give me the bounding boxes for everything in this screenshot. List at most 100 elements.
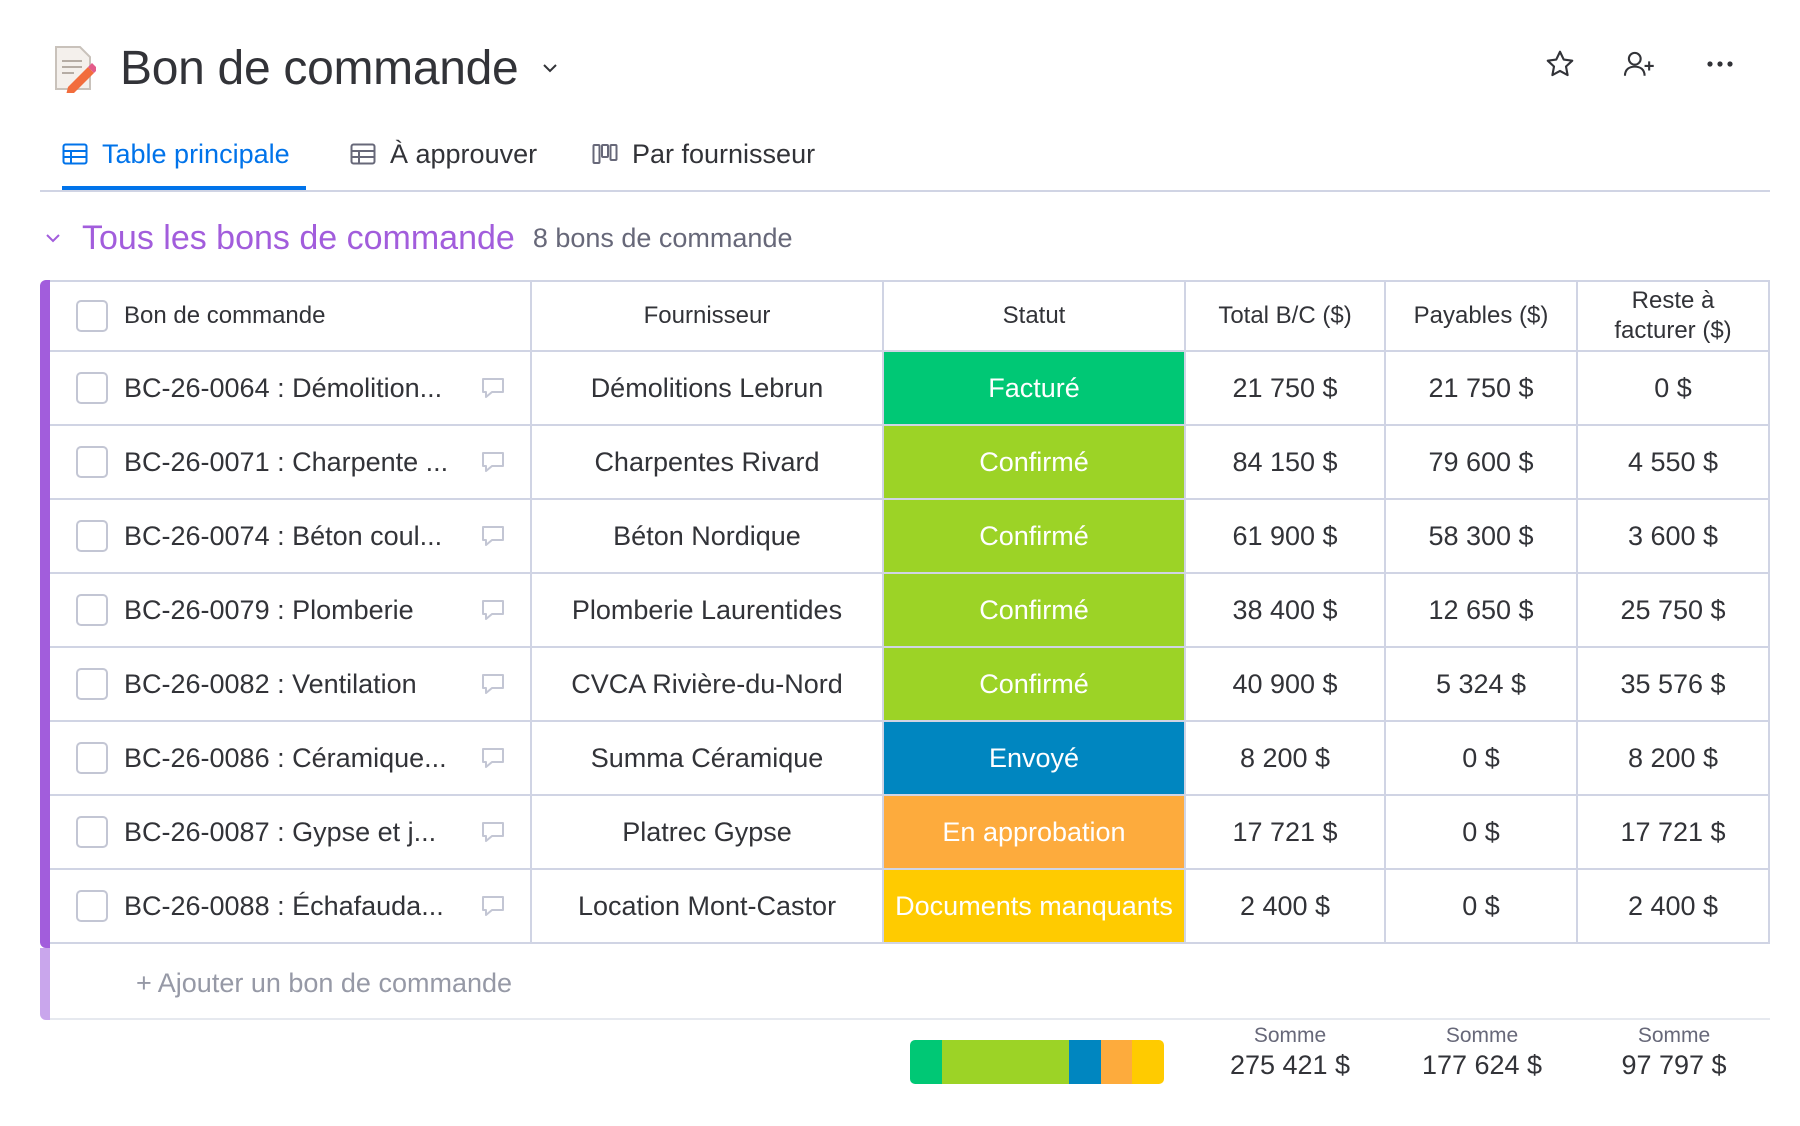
board-title[interactable]: Bon de commande (120, 41, 519, 95)
remaining-cell[interactable]: 25 750 $ (1578, 574, 1770, 646)
comment-icon[interactable] (478, 669, 508, 699)
item-name-cell[interactable]: BC-26-0071 : Charpente ... (50, 426, 532, 498)
status-cell[interactable]: Documents manquants (884, 870, 1186, 942)
item-name-cell[interactable]: BC-26-0087 : Gypse et j... (50, 796, 532, 868)
tab-table-principale[interactable]: Table principale (62, 120, 306, 190)
remaining-cell[interactable]: 0 $ (1578, 352, 1770, 424)
column-header-statut[interactable]: Statut (884, 282, 1186, 350)
chevron-down-icon[interactable] (540, 58, 560, 78)
row-checkbox[interactable] (76, 742, 108, 774)
table-row[interactable]: BC-26-0086 : Céramique... Summa Céramique… (50, 722, 1770, 796)
table-row[interactable]: BC-26-0082 : Ventilation CVCA Rivière-du-… (50, 648, 1770, 722)
table-row[interactable]: BC-26-0064 : Démolition... Démolitions Le… (50, 352, 1770, 426)
add-item-label[interactable]: + Ajouter un bon de commande (136, 967, 513, 998)
table-row[interactable]: BC-26-0079 : Plomberie Plomberie Laurenti… (50, 574, 1770, 648)
remaining-cell[interactable]: 4 550 $ (1578, 426, 1770, 498)
remaining-cell[interactable]: 3 600 $ (1578, 500, 1770, 572)
comment-icon[interactable] (478, 521, 508, 551)
payables-cell[interactable]: 79 600 $ (1386, 426, 1578, 498)
payables-cell[interactable]: 0 $ (1386, 870, 1578, 942)
supplier-cell[interactable]: Platrec Gypse (532, 796, 884, 868)
payables-cell[interactable]: 0 $ (1386, 796, 1578, 868)
total-cell[interactable]: 38 400 $ (1186, 574, 1386, 646)
row-checkbox[interactable] (76, 372, 108, 404)
column-header-fournisseur[interactable]: Fournisseur (532, 282, 884, 350)
comment-icon[interactable] (478, 891, 508, 921)
supplier-cell[interactable]: Démolitions Lebrun (532, 352, 884, 424)
item-name[interactable]: BC-26-0082 : Ventilation (124, 668, 417, 699)
total-cell[interactable]: 21 750 $ (1186, 352, 1386, 424)
item-name[interactable]: BC-26-0079 : Plomberie (124, 594, 414, 625)
remaining-cell[interactable]: 8 200 $ (1578, 722, 1770, 794)
item-name-cell[interactable]: BC-26-0088 : Échafauda... (50, 870, 532, 942)
status-cell[interactable]: En approbation (884, 796, 1186, 868)
supplier-cell[interactable]: Summa Céramique (532, 722, 884, 794)
status-cell[interactable]: Confirmé (884, 500, 1186, 572)
select-all-checkbox[interactable] (76, 300, 108, 332)
supplier-cell[interactable]: Béton Nordique (532, 500, 884, 572)
status-cell[interactable]: Envoyé (884, 722, 1186, 794)
total-cell[interactable]: 8 200 $ (1186, 722, 1386, 794)
item-name-cell[interactable]: BC-26-0074 : Béton coul... (50, 500, 532, 572)
status-cell[interactable]: Facturé (884, 352, 1186, 424)
column-header-total[interactable]: Total B/C ($) (1186, 282, 1386, 350)
total-cell[interactable]: 84 150 $ (1186, 426, 1386, 498)
item-name-cell[interactable]: BC-26-0086 : Céramique... (50, 722, 532, 794)
payables-cell[interactable]: 58 300 $ (1386, 500, 1578, 572)
remaining-cell[interactable]: 35 576 $ (1578, 648, 1770, 720)
supplier-cell[interactable]: Charpentes Rivard (532, 426, 884, 498)
payables-cell[interactable]: 12 650 $ (1386, 574, 1578, 646)
item-name[interactable]: BC-26-0088 : Échafauda... (124, 890, 444, 921)
comment-icon[interactable] (478, 447, 508, 477)
status-cell[interactable]: Confirmé (884, 426, 1186, 498)
status-cell[interactable]: Confirmé (884, 648, 1186, 720)
column-header-payables[interactable]: Payables ($) (1386, 282, 1578, 350)
payables-cell[interactable]: 0 $ (1386, 722, 1578, 794)
item-name-cell[interactable]: BC-26-0079 : Plomberie (50, 574, 532, 646)
remaining-cell[interactable]: 17 721 $ (1578, 796, 1770, 868)
item-name[interactable]: BC-26-0074 : Béton coul... (124, 520, 443, 551)
item-name-cell[interactable]: BC-26-0064 : Démolition... (50, 352, 532, 424)
payables-cell[interactable]: 5 324 $ (1386, 648, 1578, 720)
status-summary-bar[interactable] (910, 1040, 1164, 1084)
row-checkbox[interactable] (76, 890, 108, 922)
row-checkbox[interactable] (76, 520, 108, 552)
row-checkbox[interactable] (76, 446, 108, 478)
column-header-reste[interactable]: Reste à facturer ($) (1578, 282, 1770, 350)
total-cell[interactable]: 2 400 $ (1186, 870, 1386, 942)
invite-user-icon[interactable] (1622, 46, 1658, 82)
comment-icon[interactable] (478, 595, 508, 625)
tab-a-approuver[interactable]: À approuver (350, 120, 537, 188)
tab-par-fournisseur[interactable]: Par fournisseur (592, 120, 815, 188)
item-name[interactable]: BC-26-0086 : Céramique... (124, 742, 447, 773)
item-name-cell[interactable]: BC-26-0082 : Ventilation (50, 648, 532, 720)
total-cell[interactable]: 40 900 $ (1186, 648, 1386, 720)
item-name[interactable]: BC-26-0064 : Démolition... (124, 372, 443, 403)
total-cell[interactable]: 17 721 $ (1186, 796, 1386, 868)
table-row[interactable]: BC-26-0071 : Charpente ... Charpentes Riv… (50, 426, 1770, 500)
status-cell[interactable]: Confirmé (884, 574, 1186, 646)
comment-icon[interactable] (478, 817, 508, 847)
payables-cell[interactable]: 21 750 $ (1386, 352, 1578, 424)
chevron-down-icon[interactable] (44, 229, 62, 247)
row-checkbox[interactable] (76, 594, 108, 626)
more-options-icon[interactable] (1702, 46, 1738, 82)
sum-total: Somme 275 421 $ (1190, 1024, 1390, 1081)
row-checkbox[interactable] (76, 668, 108, 700)
item-name[interactable]: BC-26-0071 : Charpente ... (124, 446, 449, 477)
row-checkbox[interactable] (76, 816, 108, 848)
total-cell[interactable]: 61 900 $ (1186, 500, 1386, 572)
supplier-cell[interactable]: Location Mont-Castor (532, 870, 884, 942)
table-row[interactable]: BC-26-0087 : Gypse et j... Platrec Gypse E… (50, 796, 1770, 870)
item-name[interactable]: BC-26-0087 : Gypse et j... (124, 816, 437, 847)
comment-icon[interactable] (478, 373, 508, 403)
favorite-star-icon[interactable] (1542, 46, 1578, 82)
comment-icon[interactable] (478, 743, 508, 773)
table-row[interactable]: BC-26-0074 : Béton coul... Béton Nordique… (50, 500, 1770, 574)
supplier-cell[interactable]: Plomberie Laurentides (532, 574, 884, 646)
add-item-row[interactable]: + Ajouter un bon de commande (50, 948, 1770, 1020)
supplier-cell[interactable]: CVCA Rivière-du-Nord (532, 648, 884, 720)
group-title[interactable]: Tous les bons de commande (82, 218, 515, 257)
remaining-cell[interactable]: 2 400 $ (1578, 870, 1770, 942)
table-row[interactable]: BC-26-0088 : Échafauda... Location Mont-C… (50, 870, 1770, 944)
